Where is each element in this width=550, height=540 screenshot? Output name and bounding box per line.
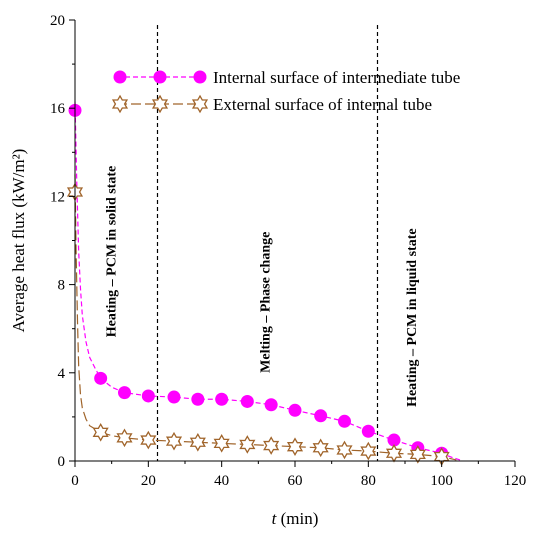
legend-marker [193, 70, 207, 84]
legend-item: Internal surface of intermediate tube [113, 68, 460, 87]
data-point [409, 445, 426, 464]
x-axis-title: t (min) [272, 509, 319, 528]
y-axis: 0 4 8 12 16 20 [50, 13, 76, 470]
x-tick-label: 120 [504, 473, 527, 489]
series-external-surface [66, 174, 457, 466]
data-point [336, 440, 353, 460]
series-line [74, 174, 457, 461]
x-tick-label: 80 [361, 473, 376, 489]
legend-marker [113, 70, 127, 84]
y-tick-label: 12 [50, 189, 65, 205]
data-point [312, 438, 329, 458]
data-point [118, 386, 131, 400]
data-point [288, 403, 302, 417]
data-point [141, 389, 155, 403]
y-tick-label: 4 [58, 366, 66, 382]
data-point [387, 433, 401, 447]
region-annotation: Heating – PCM in solid state [104, 166, 119, 338]
data-point [338, 414, 351, 428]
legend-marker [151, 94, 169, 114]
legend-marker [191, 94, 209, 114]
data-point [360, 441, 377, 461]
legend-item: External surface of internal tube [111, 94, 432, 114]
data-point [239, 435, 256, 454]
data-point [385, 443, 403, 463]
plot-area: Heating – PCM in solid state Melting – Ph… [66, 25, 461, 466]
y-tick-label: 20 [50, 13, 65, 29]
series-internal-surface [68, 101, 461, 461]
x-tick-label: 40 [214, 473, 229, 489]
data-point [264, 398, 278, 412]
y-axis-title: Average heat flux (kW/m²) [9, 149, 28, 333]
data-point [191, 392, 205, 406]
x-tick-label: 60 [288, 473, 303, 489]
x-tick-label: 100 [430, 473, 453, 489]
data-point [116, 428, 133, 448]
x-axis-title-symbol: t [272, 509, 278, 528]
legend-label: Internal surface of intermediate tube [213, 68, 460, 87]
x-axis-title-unit: (min) [276, 509, 318, 528]
data-point [213, 434, 230, 453]
data-point [140, 430, 157, 450]
x-axis: 0 20 40 60 80 100 120 [71, 460, 527, 489]
legend: Internal surface of intermediate tube Ext… [111, 68, 460, 114]
data-point [189, 432, 206, 452]
y-tick-label: 0 [58, 454, 66, 470]
legend-marker [111, 94, 129, 114]
region-annotation: Heating – PCM in liquid state [405, 228, 420, 407]
data-point [314, 409, 328, 423]
x-tick-label: 20 [141, 473, 156, 489]
data-point [286, 437, 304, 456]
y-tick-label: 16 [50, 101, 66, 117]
data-point [215, 392, 229, 406]
legend-marker [153, 70, 167, 84]
data-point [167, 390, 181, 404]
data-point [94, 371, 108, 385]
data-point [361, 424, 375, 438]
x-tick-label: 0 [71, 473, 79, 489]
data-point [165, 431, 183, 451]
data-point [92, 423, 109, 442]
data-point [240, 394, 254, 408]
data-point [263, 436, 280, 455]
y-tick-label: 8 [58, 278, 66, 294]
legend-label: External surface of internal tube [213, 95, 432, 114]
region-annotation: Melting – Phase change [258, 232, 273, 373]
